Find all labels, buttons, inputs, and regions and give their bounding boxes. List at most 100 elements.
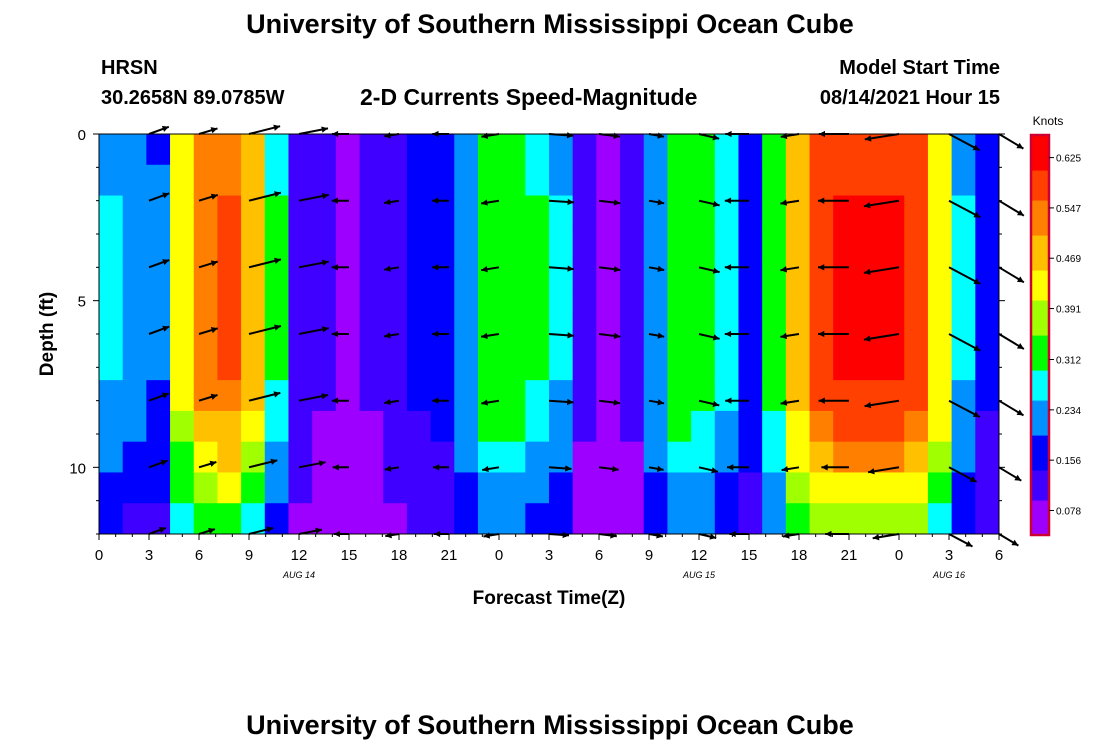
heatmap-cell — [406, 441, 432, 473]
heatmap-cell — [572, 226, 597, 258]
heatmap-cell — [975, 287, 1000, 320]
heatmap-cell — [99, 349, 124, 381]
current-arrow-head — [781, 465, 789, 473]
heatmap-cell — [714, 226, 739, 258]
colorbar-segment — [1031, 420, 1049, 426]
heatmap-cell — [762, 441, 787, 473]
colorbar-segment — [1031, 330, 1049, 336]
depth-axis: 0 5 10 — [69, 127, 1005, 535]
heatmap-cell — [122, 472, 147, 504]
current-arrow-head — [818, 397, 825, 404]
current-arrow-head — [972, 411, 980, 418]
heatmap-cell — [951, 441, 976, 473]
heatmap-cell — [122, 410, 147, 443]
heatmap-cell — [833, 503, 858, 535]
heatmap-cell — [667, 195, 692, 227]
colorbar-segment — [1031, 525, 1049, 531]
current-arrow-head — [818, 197, 825, 204]
heatmap-cell — [714, 164, 739, 197]
heatmap-cell — [264, 410, 289, 443]
heatmap-cell — [809, 503, 834, 535]
heatmap-cell — [785, 257, 811, 289]
heatmap-cell — [312, 134, 337, 166]
heatmap-cell — [927, 410, 953, 443]
colorbar-segment — [1031, 505, 1049, 511]
x-tick-label: 15 — [741, 547, 758, 564]
current-arrow-head — [613, 199, 621, 206]
heatmap-cell — [904, 195, 929, 227]
heatmap-cell — [217, 503, 242, 535]
heatmap-cell — [572, 472, 597, 504]
heatmap-cell — [193, 441, 218, 473]
heatmap-cell — [927, 380, 953, 412]
heatmap-cell — [241, 472, 266, 504]
current-arrow-head — [321, 326, 329, 333]
heatmap-cell — [762, 226, 787, 258]
colorbar-segment — [1031, 480, 1049, 486]
heatmap-cell — [99, 134, 124, 166]
current-arrow-head — [864, 402, 872, 409]
heatmap-cell — [809, 134, 834, 166]
heatmap-cell — [785, 164, 811, 197]
heatmap-cell — [525, 195, 550, 227]
heatmap-cell — [856, 287, 882, 320]
heatmap-cell — [454, 287, 479, 320]
heatmap-cell — [406, 195, 432, 227]
colorbar-segment — [1031, 265, 1049, 271]
colorbar-segment — [1031, 190, 1049, 196]
current-arrow-head — [780, 399, 788, 406]
heatmap-cell — [312, 164, 337, 197]
colorbar-segment — [1031, 235, 1049, 241]
heatmap-cell — [383, 503, 408, 535]
heatmap-cell — [501, 164, 526, 197]
colorbar-segment — [1031, 400, 1049, 406]
heatmap-cell — [833, 287, 858, 320]
heatmap-cell — [146, 287, 171, 320]
x-tick-label: 18 — [791, 547, 808, 564]
heatmap-cell — [359, 472, 384, 504]
heatmap-cell — [738, 472, 763, 504]
heatmap-cell — [975, 195, 1000, 227]
heatmap-cell — [620, 380, 645, 412]
x-tick-label: 12 — [691, 547, 708, 564]
heatmap-cell — [643, 410, 668, 443]
heatmap-cell — [667, 349, 692, 381]
heatmap-cell — [643, 349, 668, 381]
heatmap-cell — [454, 441, 479, 473]
heatmap-cell — [241, 441, 266, 473]
heatmap-cell — [454, 226, 479, 258]
heatmap-cell — [904, 349, 929, 381]
heatmap-cell — [951, 164, 976, 197]
heatmap-cell — [714, 472, 739, 504]
colorbar-segment — [1031, 260, 1049, 266]
heatmap-cell — [146, 441, 171, 473]
heatmap-cell — [99, 257, 124, 289]
current-arrow-head — [712, 200, 720, 208]
heatmap-cell — [785, 380, 811, 412]
heatmap-cell — [904, 257, 929, 289]
heatmap-cell — [241, 195, 266, 227]
heatmap-cell — [643, 164, 668, 197]
heatmap-cell — [691, 503, 716, 535]
heatmap-cell — [264, 226, 289, 258]
heatmap-cell — [406, 318, 432, 350]
heatmap-cell — [620, 287, 645, 320]
heatmap-cell — [430, 410, 455, 443]
colorbar-segment — [1031, 380, 1049, 386]
heatmap-cell — [264, 318, 289, 350]
heatmap-cell — [620, 257, 645, 289]
heatmap-cell — [477, 503, 503, 535]
heatmap-cell — [596, 503, 621, 535]
heatmap-cell — [549, 503, 574, 535]
heatmap-cell — [927, 226, 953, 258]
colorbar-segment — [1031, 300, 1049, 306]
colorbar-segment — [1031, 425, 1049, 431]
colorbar-segment — [1031, 350, 1049, 356]
current-arrow-head — [384, 332, 391, 339]
current-arrow-head — [613, 266, 621, 273]
plot-title: 2-D Currents Speed-Magnitude — [360, 84, 698, 110]
heatmap-cell — [454, 410, 479, 443]
colorbar-segment — [1031, 225, 1049, 231]
heatmap-cell — [193, 195, 218, 227]
speed-heatmap — [99, 134, 1000, 535]
